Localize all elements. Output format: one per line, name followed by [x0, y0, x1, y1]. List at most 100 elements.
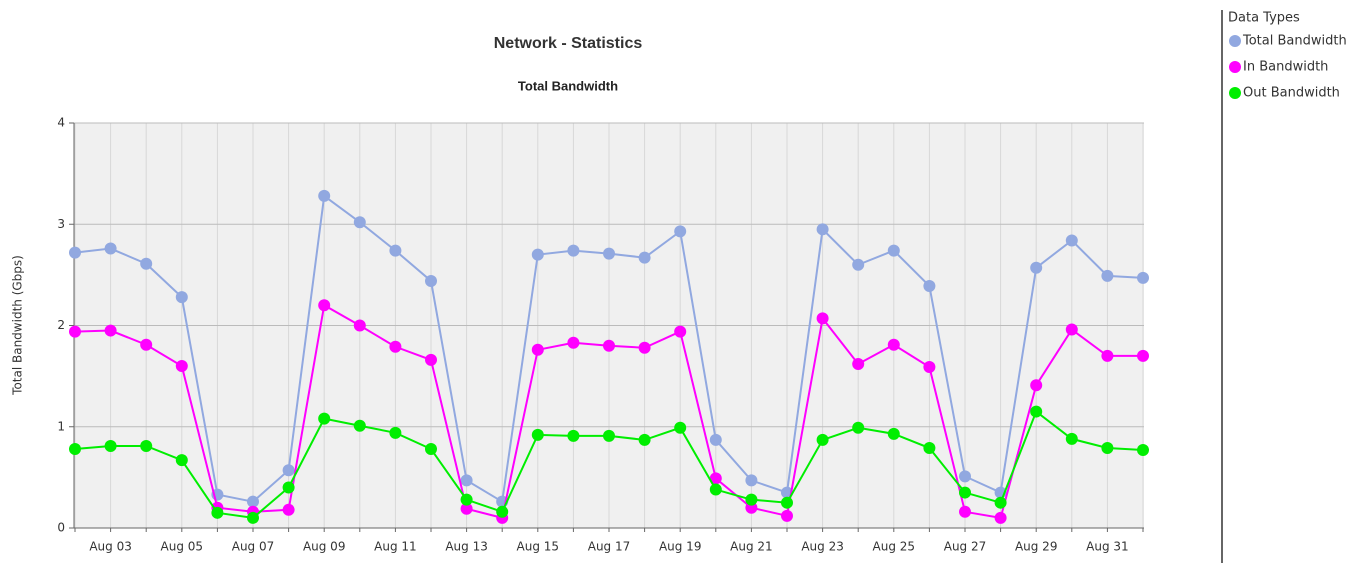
data-point [318, 412, 331, 425]
x-tick-label: Aug 23 [801, 540, 844, 554]
x-tick-label: Aug 11 [374, 540, 417, 554]
data-point [282, 464, 295, 477]
data-point [1137, 444, 1149, 457]
data-point [887, 244, 900, 257]
data-point [353, 216, 366, 229]
legend-swatch [1229, 61, 1241, 73]
data-point [959, 470, 971, 483]
data-point [1065, 234, 1078, 247]
data-point [1101, 442, 1114, 455]
x-tick-label: Aug 13 [445, 540, 488, 554]
x-tick-label: Aug 07 [232, 540, 275, 554]
data-point [674, 421, 687, 434]
data-point [709, 472, 722, 485]
data-point [1101, 269, 1114, 282]
data-point [709, 433, 722, 446]
data-point [496, 505, 509, 518]
data-point [923, 442, 936, 455]
data-point [69, 325, 81, 338]
data-point [603, 339, 615, 352]
legend-swatch [1229, 35, 1241, 47]
x-tick-label: Aug 03 [89, 540, 132, 554]
data-point [104, 242, 117, 255]
x-tick-label: Aug 27 [944, 540, 987, 554]
data-point [1065, 323, 1078, 336]
data-point [389, 340, 402, 353]
data-point [1101, 349, 1114, 362]
data-point [1137, 349, 1149, 362]
data-point [887, 427, 900, 440]
data-point [994, 511, 1007, 524]
data-point [852, 421, 865, 434]
data-point [1065, 432, 1078, 445]
x-tick-label: Aug 29 [1015, 540, 1058, 554]
data-point [923, 361, 936, 374]
y-tick-label: 2 [57, 318, 65, 332]
data-point [69, 443, 81, 456]
data-point [175, 454, 188, 467]
legend-label: In Bandwidth [1243, 60, 1328, 75]
data-point [1137, 271, 1149, 284]
x-tick-label: Aug 31 [1086, 540, 1129, 554]
data-point [211, 506, 224, 519]
data-point [567, 429, 580, 442]
data-point [460, 474, 473, 487]
data-point [781, 509, 793, 522]
data-point [425, 443, 437, 456]
data-point [460, 493, 473, 506]
data-point [959, 505, 971, 518]
data-point [709, 483, 722, 496]
data-point [425, 353, 437, 366]
data-point [745, 474, 758, 487]
data-point [887, 338, 900, 351]
data-point [816, 312, 829, 325]
data-point [353, 319, 366, 332]
data-point [318, 189, 331, 202]
chart-title: Network - Statistics [494, 35, 643, 52]
data-point [460, 502, 473, 515]
data-point [1030, 261, 1043, 274]
y-tick-label: 3 [57, 217, 65, 231]
y-tick-label: 1 [57, 419, 65, 433]
chart-subtitle: Total Bandwidth [518, 78, 618, 93]
data-point [69, 246, 81, 259]
data-point [531, 428, 544, 441]
data-point [816, 433, 829, 446]
data-point [603, 429, 615, 442]
legend-label: Out Bandwidth [1243, 86, 1340, 101]
y-tick-label: 0 [57, 521, 65, 535]
y-axis-label: Total Bandwidth (Gbps) [11, 255, 25, 396]
data-point [852, 357, 865, 370]
x-tick-label: Aug 09 [303, 540, 346, 554]
x-tick-label: Aug 21 [730, 540, 773, 554]
x-tick-label: Aug 05 [161, 540, 204, 554]
data-point [959, 486, 971, 499]
data-point [1030, 379, 1043, 392]
data-point [104, 439, 117, 452]
data-point [1030, 405, 1043, 418]
y-tick-label: 4 [57, 116, 65, 130]
data-point [994, 496, 1007, 509]
x-tick-label: Aug 19 [659, 540, 702, 554]
legend-label: Total Bandwidth [1242, 34, 1347, 49]
data-point [282, 481, 295, 494]
data-point [175, 291, 188, 304]
data-point [603, 247, 615, 260]
data-point [674, 325, 687, 338]
data-point [567, 244, 580, 257]
data-point [745, 493, 758, 506]
data-point [282, 503, 295, 516]
legend-title: Data Types [1228, 11, 1300, 26]
data-point [531, 343, 544, 356]
data-point [140, 439, 153, 452]
data-point [247, 495, 259, 508]
data-point [674, 225, 687, 238]
data-point [638, 433, 651, 446]
data-point [781, 496, 793, 509]
data-point [531, 248, 544, 261]
data-point [852, 258, 865, 271]
data-point [816, 223, 829, 236]
data-point [140, 257, 153, 270]
data-point [567, 336, 580, 349]
